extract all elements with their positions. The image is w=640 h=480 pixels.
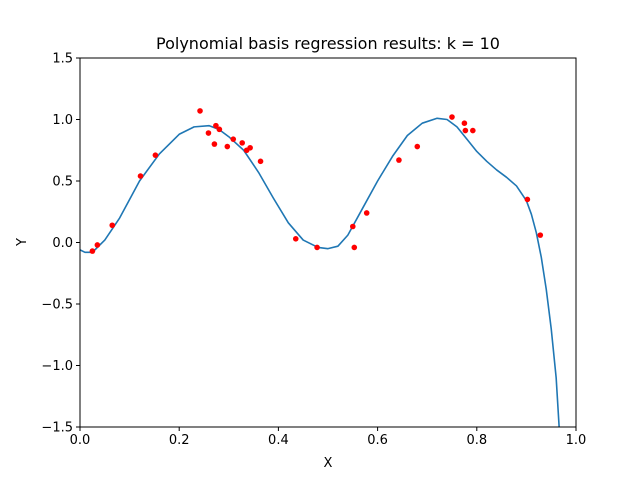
x-tick-label: 0.4 [268,433,289,448]
data-point [247,144,253,151]
x-axis: 0.0 0.2 0.4 0.6 0.8 1.0 [70,427,587,448]
data-point [205,130,212,136]
data-point [197,108,203,114]
x-axis-label: X [324,456,333,471]
data-point [350,223,356,230]
y-tick-label: 1.5 [52,52,73,67]
data-point [137,173,144,179]
data-point [109,222,116,229]
data-point [152,152,159,158]
data-point [363,210,370,216]
x-tick-label: 0.6 [367,433,388,448]
data-point [524,196,531,203]
data-point [213,122,219,129]
data-point [414,143,421,150]
y-tick-label: −1.5 [41,421,73,436]
data-point [224,143,231,150]
data-point [461,120,468,126]
axes-frame [79,57,577,428]
x-tick-label: 0.0 [70,433,91,448]
x-tick-label: 0.2 [169,433,190,448]
data-point [292,236,299,242]
plot-area [80,108,560,427]
y-axis-label: Y [15,238,30,247]
y-tick-label: 0.5 [52,175,73,190]
data-point [94,242,101,248]
data-point [537,232,544,238]
fit-curve [80,117,560,427]
data-point [449,114,455,120]
data-point [314,244,320,251]
y-tick-label: −0.5 [41,298,73,313]
data-point [239,140,245,146]
data-point [257,158,264,165]
data-point [351,244,358,251]
x-tick-label: 1.0 [566,433,587,448]
y-axis: −1.5 −1.0 −0.5 0.0 0.5 1.0 1.5 [41,52,80,436]
chart-title: Polynomial basis regression results: k =… [156,34,500,53]
x-tick-label: 0.8 [466,433,487,448]
y-tick-label: 1.0 [52,113,73,128]
data-point [89,248,96,254]
y-tick-label: 0.0 [52,236,73,251]
data-point [216,126,223,133]
data-point [230,136,237,142]
y-tick-label: −1.0 [41,359,73,374]
data-point [470,127,476,134]
data-point [211,141,218,147]
data-point [462,127,469,134]
data-point [396,157,402,163]
